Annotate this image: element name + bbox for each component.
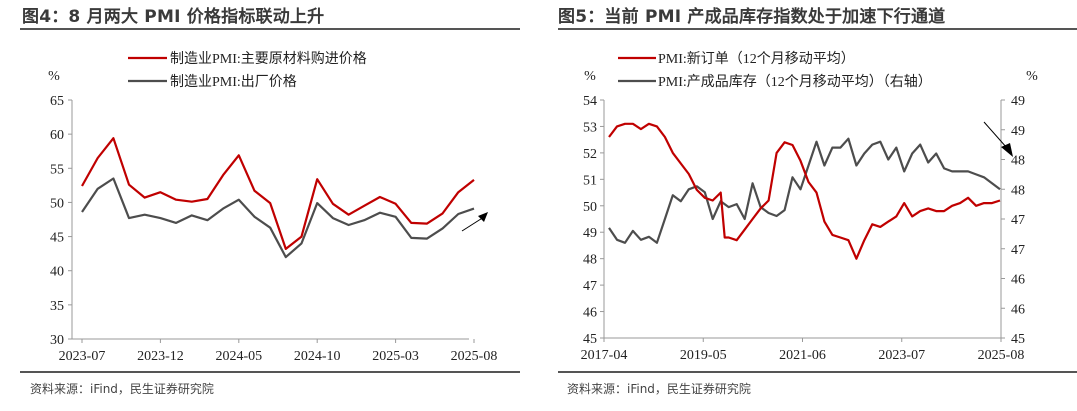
y-tick-label-right: 49: [1011, 124, 1025, 139]
y-tick-label: 40: [50, 265, 64, 280]
legend-label: 制造业PMI:主要原材料购进价格: [170, 51, 367, 67]
footer-divider: [20, 371, 520, 373]
trend-arrow-head: [1001, 143, 1013, 157]
y-tick-label: 65: [50, 94, 64, 109]
y-tick-label-left: 46: [583, 306, 597, 321]
x-tick-label: 2019-05: [680, 348, 727, 363]
y-tick-label-right: 46: [1011, 302, 1025, 317]
y-tick-label-left: 52: [583, 147, 597, 162]
series-line: [608, 137, 1001, 244]
trend-arrow-line: [461, 216, 485, 232]
chart-panel-fig5: 图5：当前 PMI 产成品库存指数处于加速下行通道 45 46 47 48 49 50 51…: [545, 0, 1077, 411]
series-line: [81, 177, 475, 259]
x-tick-label: 2025-08: [451, 349, 498, 364]
y-tick-label-left: 53: [583, 120, 597, 135]
y-tick-label-left: 51: [583, 173, 597, 188]
x-tick-label: 2025-03: [372, 349, 419, 364]
y-unit-label-left: %: [584, 69, 596, 84]
y-tick-label-right: 47: [1011, 243, 1025, 258]
legend-label: PMI:产成品库存（12个月移动平均）（右轴）: [658, 74, 932, 90]
y-tick-label: 60: [50, 128, 64, 143]
y-tick-label-left: 49: [583, 226, 597, 241]
y-tick-label: 35: [50, 299, 64, 314]
y-tick-label-right: 48: [1011, 183, 1025, 198]
y-tick-label: 50: [50, 196, 64, 211]
y-tick-label-left: 48: [583, 253, 597, 268]
y-tick-label-left: 47: [583, 279, 597, 294]
y-tick-label-right: 49: [1011, 94, 1025, 109]
footer-divider: [558, 371, 1077, 373]
y-tick-label-right: 46: [1011, 273, 1025, 288]
y-tick-label: 55: [50, 162, 64, 177]
source-note: 资料来源：iFind，民生证券研究院: [30, 382, 214, 396]
x-tick-label: 2021-06: [779, 348, 826, 363]
x-tick-label: 2023-07: [878, 348, 925, 363]
trend-arrow-line: [983, 121, 1008, 149]
x-tick-label: 2024-10: [294, 349, 341, 364]
y-tick-label-left: 45: [583, 332, 597, 347]
y-tick-label-right: 47: [1011, 213, 1025, 228]
chart-title: 图5：当前 PMI 产成品库存指数处于加速下行通道: [558, 7, 946, 27]
y-tick-label-right: 45: [1011, 332, 1025, 347]
source-note: 资料来源：iFind，民生证券研究院: [567, 382, 751, 396]
y-tick-label-right: 48: [1011, 154, 1025, 169]
line-chart-fig4: 30 35 40 45 50 55 60 65% 2023-07 2023-12 2024-05 20…: [48, 51, 498, 364]
title-divider: [558, 28, 1077, 30]
title-divider: [20, 28, 520, 30]
y-tick-label: 45: [50, 231, 64, 246]
legend-label: 制造业PMI:出厂价格: [170, 74, 297, 90]
legend-label: PMI:新订单（12个月移动平均）: [658, 51, 855, 67]
series-line: [608, 122, 1001, 260]
line-chart-fig5: 45 46 47 48 49 50 51 52 53 54 45 46 46 47 47 48 48 49 49%%…: [581, 51, 1039, 363]
x-tick-label: 2017-04: [581, 348, 628, 363]
y-tick-label: 30: [50, 333, 64, 348]
x-tick-label: 2025-08: [978, 348, 1025, 363]
chart-panel-fig4: 图4：8 月两大 PMI 价格指标联动上升 30 35 40 45 50 55 60 65% 2…: [0, 0, 530, 411]
x-tick-label: 2023-12: [137, 349, 184, 364]
y-unit-label-right: %: [1026, 69, 1038, 84]
trend-arrow-head: [478, 212, 488, 222]
y-tick-label-left: 50: [583, 200, 597, 215]
x-tick-label: 2023-07: [59, 349, 106, 364]
series-line: [81, 137, 475, 250]
x-tick-label: 2024-05: [215, 349, 262, 364]
y-tick-label-left: 54: [583, 94, 597, 109]
chart-title: 图4：8 月两大 PMI 价格指标联动上升: [22, 7, 325, 27]
y-unit-label: %: [48, 69, 60, 84]
